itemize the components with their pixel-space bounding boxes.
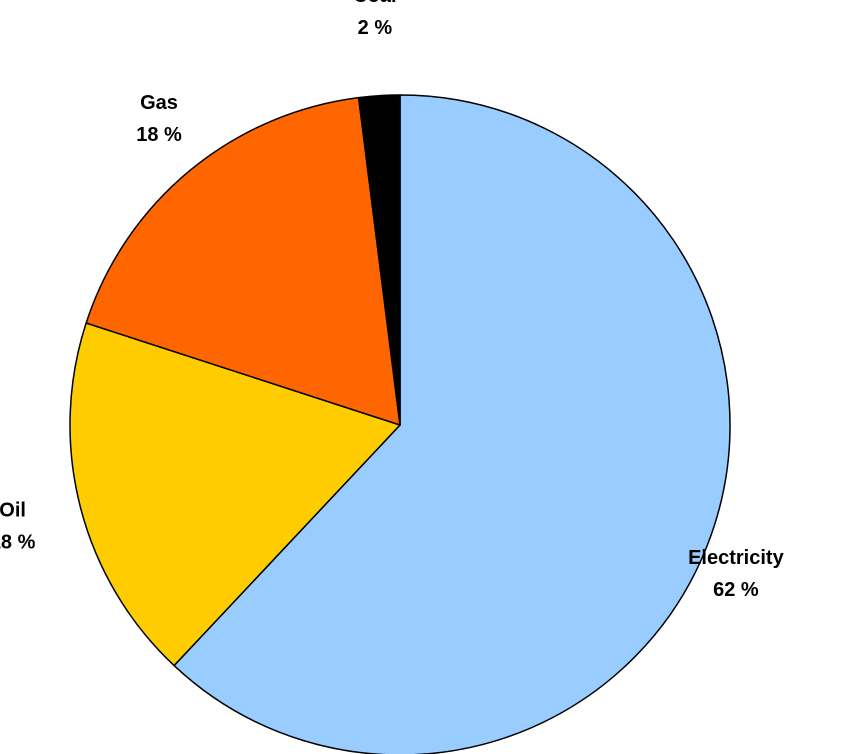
pie-slice-coal	[357, 94, 401, 426]
pie-slice-electricity	[173, 94, 731, 754]
slice-value-gas: 18 %	[136, 124, 182, 146]
pie-labels: Electricity 62 % Oil 18 % Gas 18 % Coal 2 %	[0, 0, 785, 601]
slice-value-oil: 18 %	[0, 532, 36, 554]
slice-label-oil: Oil	[0, 500, 26, 522]
slice-label-gas: Gas	[140, 92, 178, 114]
pie-slice-oil	[69, 322, 401, 667]
slice-label-coal: Coal	[353, 0, 396, 7]
slice-label-electricity: Electricity	[688, 547, 784, 569]
pie-slice-gas	[85, 96, 401, 426]
slice-value-coal: 2 %	[358, 17, 393, 39]
pie-slices	[69, 94, 731, 754]
slice-value-electricity: 62 %	[713, 579, 759, 601]
